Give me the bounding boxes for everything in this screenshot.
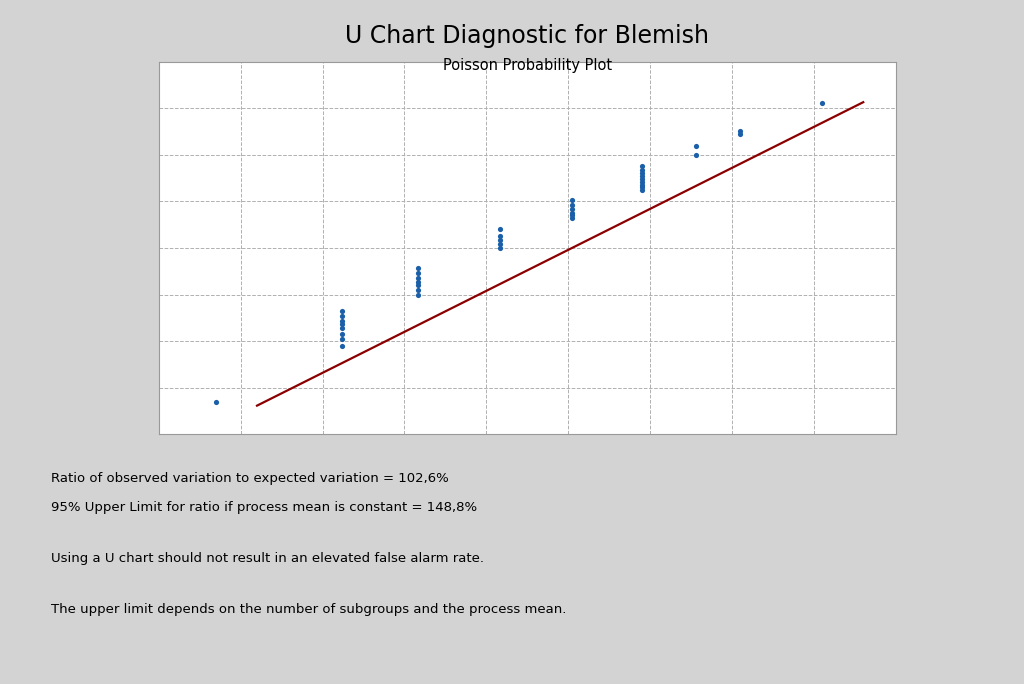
Point	[732, 129, 749, 140]
Point	[634, 161, 650, 172]
Point	[334, 334, 350, 345]
Text: Ratio of observed variation to expected variation = 102,6%: Ratio of observed variation to expected …	[51, 472, 449, 485]
Point	[492, 231, 508, 241]
Point	[492, 224, 508, 235]
Text: 95% Upper Limit for ratio if process mean is constant = 148,8%: 95% Upper Limit for ratio if process mea…	[51, 501, 477, 514]
Point	[732, 125, 749, 136]
Point	[410, 263, 426, 274]
Point	[492, 235, 508, 246]
Point	[334, 328, 350, 339]
Point	[563, 200, 580, 211]
Point	[334, 315, 350, 326]
Point	[688, 141, 705, 152]
Point	[492, 239, 508, 250]
Text: The upper limit depends on the number of subgroups and the process mean.: The upper limit depends on the number of…	[51, 603, 566, 616]
Point	[563, 207, 580, 218]
Point	[634, 174, 650, 185]
Point	[634, 171, 650, 182]
Point	[334, 319, 350, 330]
Point	[410, 272, 426, 283]
Point	[563, 195, 580, 206]
Text: U Chart Diagnostic for Blemish: U Chart Diagnostic for Blemish	[345, 24, 710, 48]
Point	[410, 289, 426, 300]
Point	[334, 306, 350, 317]
Point	[634, 168, 650, 179]
Point	[334, 311, 350, 321]
Point	[688, 149, 705, 160]
Point	[334, 323, 350, 334]
Point	[410, 280, 426, 291]
Point	[634, 182, 650, 193]
Point	[563, 213, 580, 224]
Point	[410, 285, 426, 295]
Point	[814, 98, 830, 109]
Point	[563, 210, 580, 221]
Point	[334, 341, 350, 352]
Point	[492, 242, 508, 253]
Point	[634, 176, 650, 187]
Text: Using a U chart should not result in an elevated false alarm rate.: Using a U chart should not result in an …	[51, 552, 484, 565]
Point	[410, 276, 426, 287]
Point	[634, 185, 650, 196]
Point	[410, 267, 426, 278]
Point	[634, 179, 650, 190]
Point	[208, 396, 224, 407]
Point	[634, 164, 650, 175]
Text: Poisson Probability Plot: Poisson Probability Plot	[442, 58, 612, 73]
Point	[563, 203, 580, 214]
